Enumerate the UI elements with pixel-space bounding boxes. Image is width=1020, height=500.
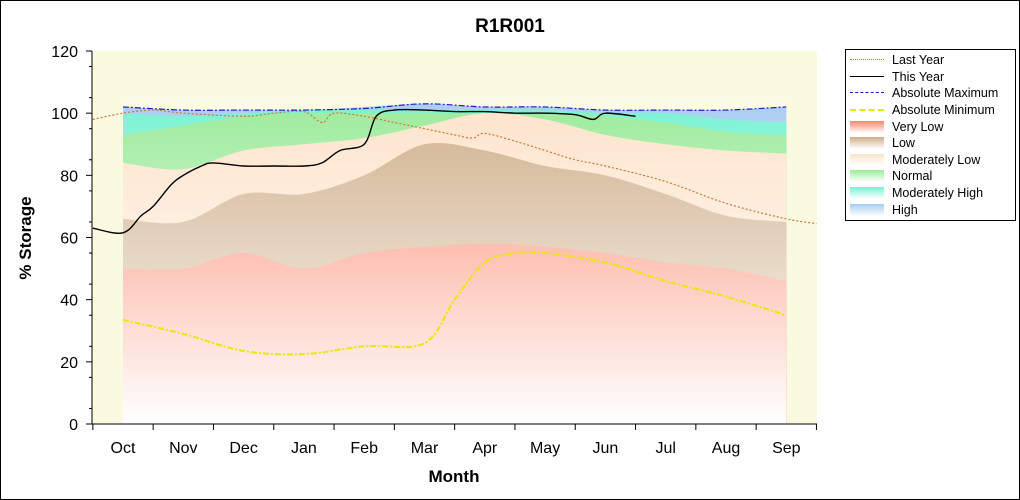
- legend-label: Absolute Maximum: [892, 86, 999, 101]
- legend-label: Last Year: [892, 53, 945, 68]
- x-axis-title: Month: [429, 467, 480, 486]
- legend-swatch: [850, 170, 884, 183]
- legend-label: High: [892, 202, 918, 217]
- x-tick-label: Nov: [169, 440, 197, 457]
- legend-swatch: [850, 187, 884, 200]
- chart-title: R1R001: [475, 16, 545, 37]
- legend-swatch: [850, 71, 884, 83]
- x-tick-label: Apr: [472, 440, 498, 457]
- legend-item: Last Year: [846, 52, 1015, 69]
- legend-swatch: [850, 203, 884, 216]
- legend-item: Absolute Maximum: [846, 85, 1015, 102]
- series-last-year: [92, 109, 817, 225]
- y-tick-label: 80: [60, 168, 78, 185]
- legend-label: Moderately Low: [892, 152, 981, 167]
- legend-swatch: [850, 87, 884, 99]
- legend-swatch: [850, 104, 884, 116]
- x-tick-label: Jun: [593, 440, 619, 457]
- legend-item: Moderately High: [846, 185, 1015, 202]
- y-tick-label: 100: [51, 106, 78, 123]
- band-fade-overlay: [123, 51, 787, 424]
- y-tick-label: 40: [60, 293, 78, 310]
- legend-item: Normal: [846, 168, 1015, 185]
- legend-label: Moderately High: [892, 186, 984, 201]
- x-tick-label: May: [530, 440, 560, 457]
- series-absolute-maximum: [122, 103, 787, 111]
- y-tick-label: 120: [51, 44, 78, 61]
- x-tick-label: Jul: [655, 440, 675, 457]
- y-axis-title: % Storage: [16, 196, 35, 279]
- x-tick-label: Aug: [712, 440, 740, 457]
- x-tick-label: Oct: [111, 440, 136, 457]
- legend: Last Year This Year Absolute Maximum Absolu…: [845, 49, 1016, 221]
- x-tick-label: Dec: [229, 440, 257, 457]
- legend-label: Low: [892, 136, 915, 151]
- legend-label: This Year: [892, 69, 945, 84]
- series-this-year: [92, 108, 636, 234]
- legend-swatch: [850, 153, 884, 166]
- y-tick-label: 60: [60, 231, 78, 248]
- y-tick-label: 20: [60, 355, 78, 372]
- x-tick-label: Sep: [772, 440, 801, 457]
- x-tick-label: Jan: [291, 440, 317, 457]
- legend-swatch: [850, 137, 884, 150]
- legend-item: This Year: [846, 69, 1015, 86]
- legend-swatch: [850, 54, 884, 66]
- legend-label: Normal: [892, 169, 933, 184]
- legend-label: Absolute Minimum: [892, 103, 995, 118]
- legend-item: High: [846, 201, 1015, 218]
- legend-item: Absolute Minimum: [846, 102, 1015, 119]
- legend-item: Very Low: [846, 118, 1015, 135]
- y-tick-label: 0: [69, 417, 78, 434]
- series-absolute-minimum: [122, 250, 787, 356]
- legend-item: Low: [846, 135, 1015, 152]
- x-tick-label: Feb: [350, 440, 378, 457]
- legend-label: Very Low: [892, 119, 944, 134]
- legend-item: Moderately Low: [846, 152, 1015, 169]
- legend-swatch: [850, 120, 884, 133]
- x-tick-label: Mar: [411, 440, 439, 457]
